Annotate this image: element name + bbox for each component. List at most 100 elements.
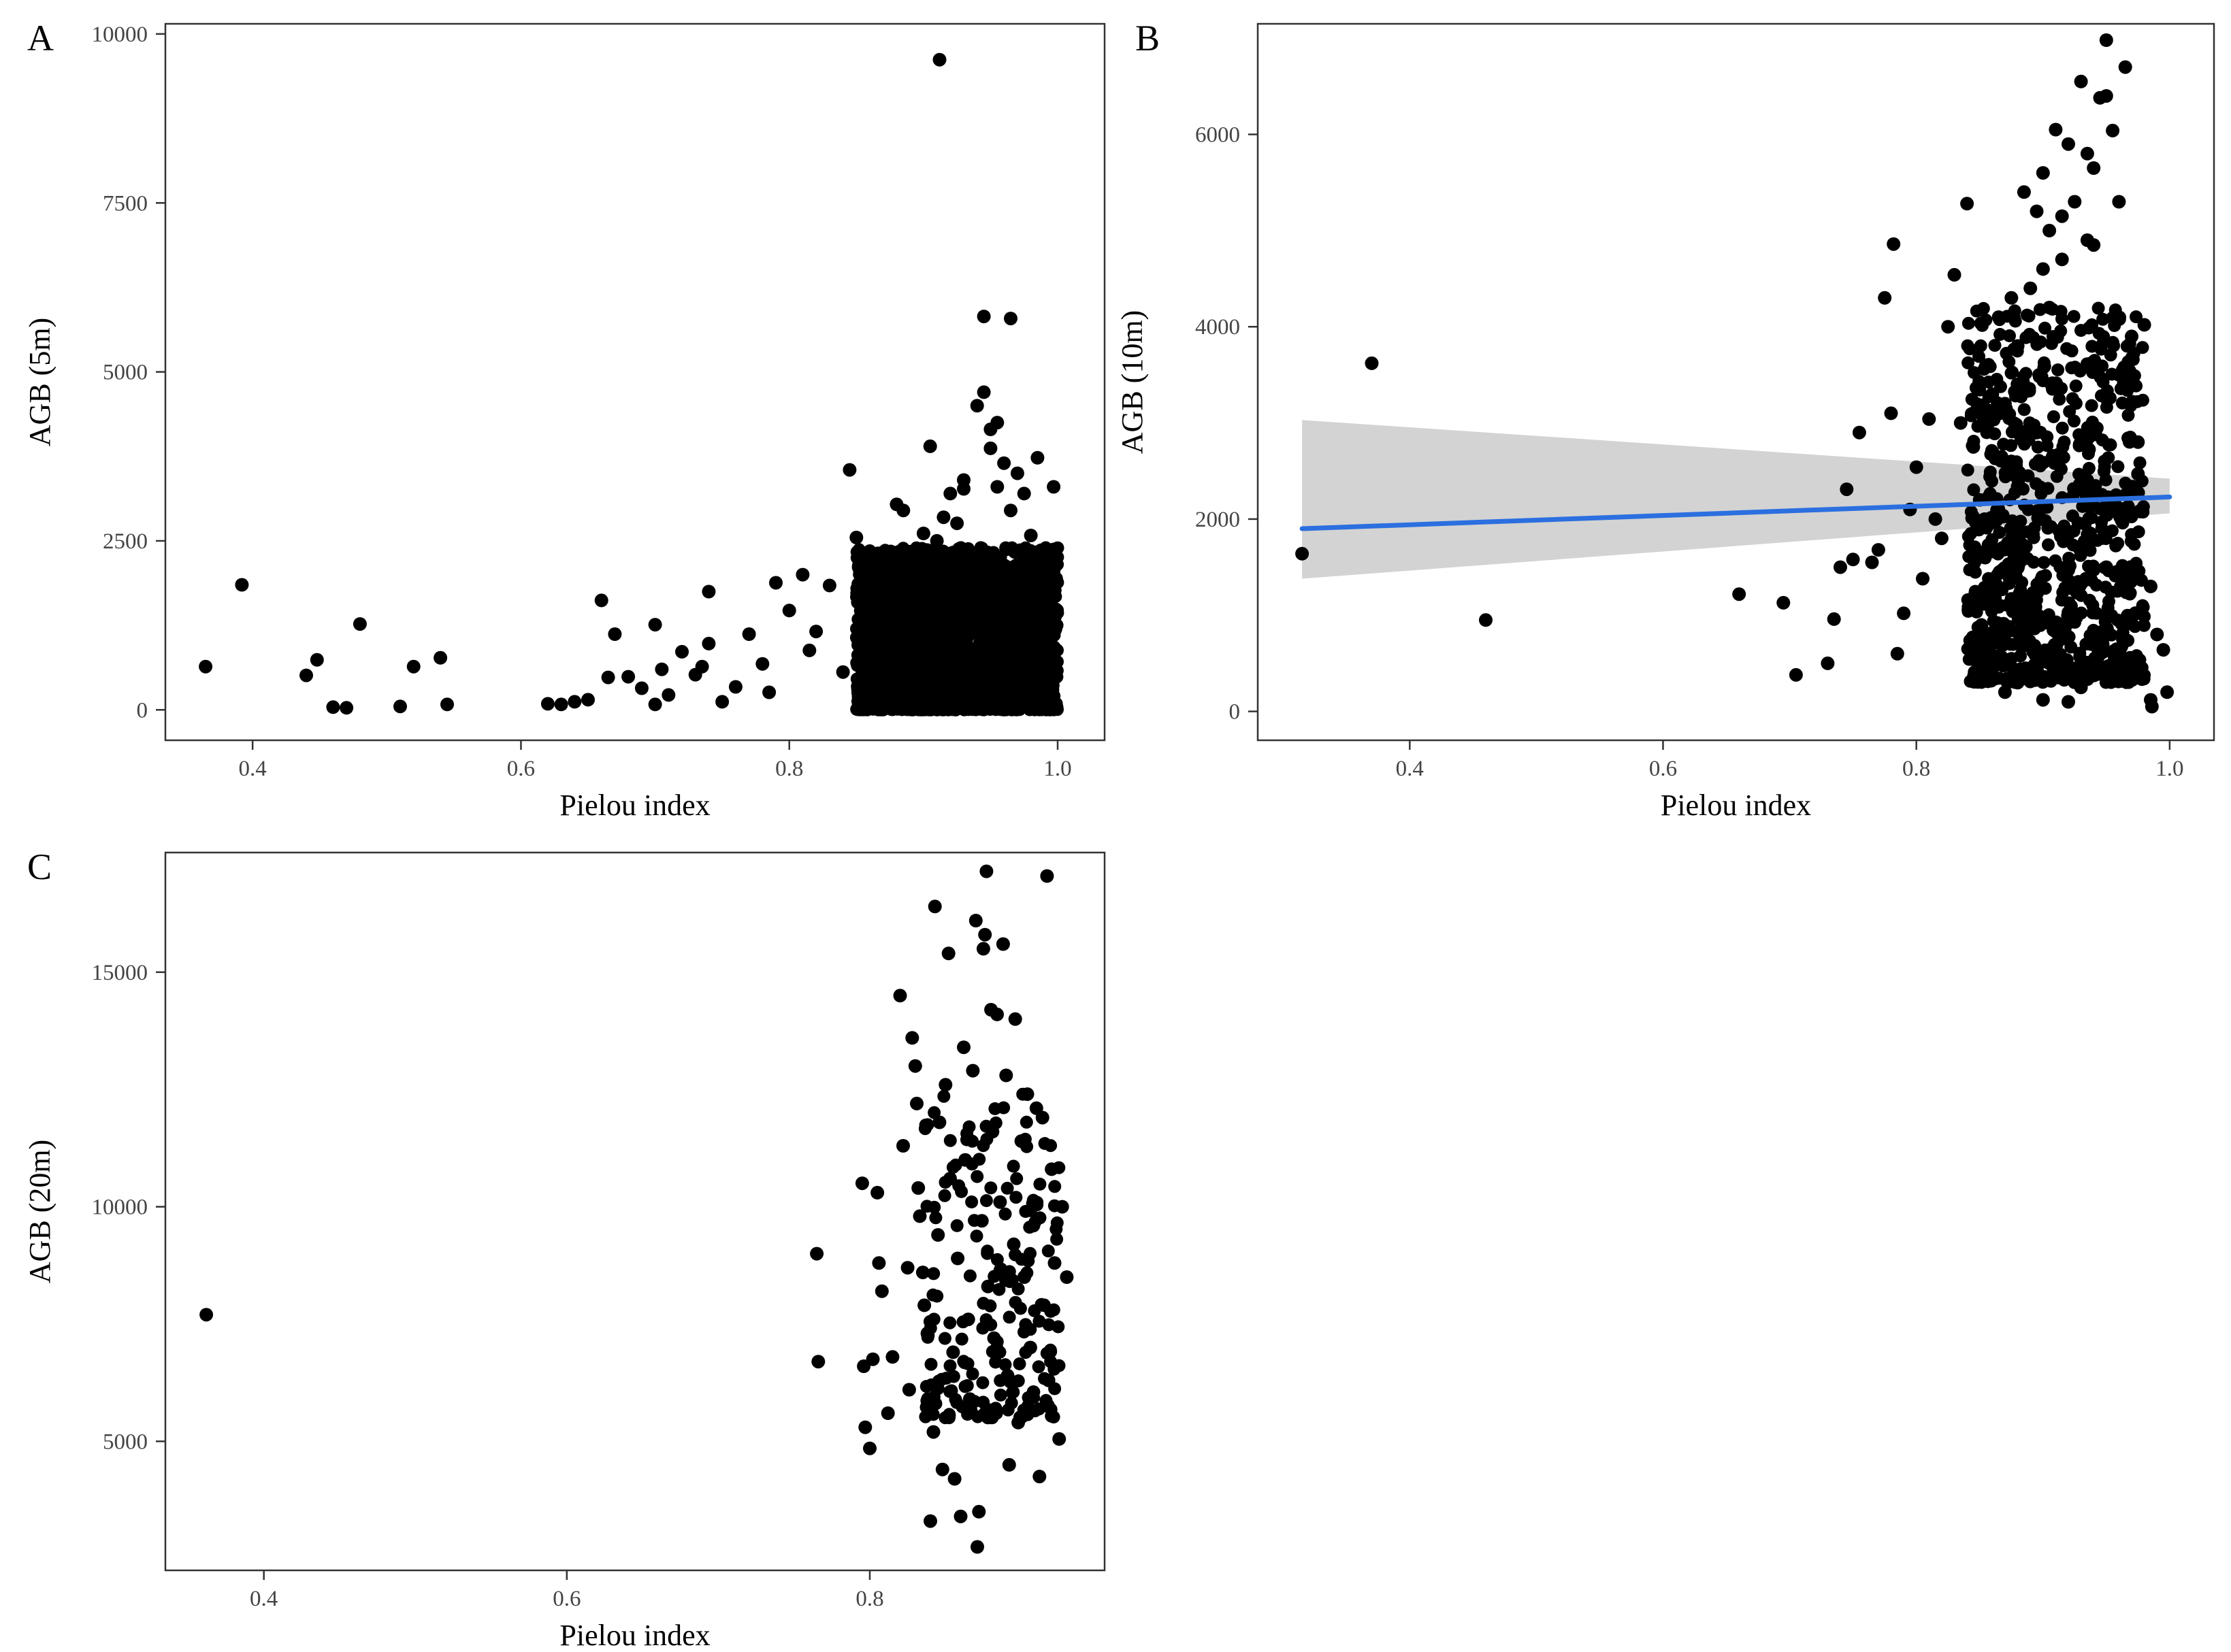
panel-c-data-point <box>881 1406 895 1420</box>
panel-c-frame <box>164 851 1106 1572</box>
panel-b-data-point <box>2004 291 2019 305</box>
panel-b-cluster-point <box>2058 581 2072 595</box>
panel-b-cluster-point <box>1964 674 1977 688</box>
panel-b-data-point <box>1840 482 1854 497</box>
panel-a-data-point <box>782 604 796 618</box>
panel-a-cluster-point <box>975 607 989 621</box>
panel-c-data-point <box>917 1298 932 1312</box>
panel-b-data-point <box>1916 572 1929 586</box>
panel-c-data-point <box>858 1420 873 1434</box>
panel-b-data-point <box>2042 301 2057 314</box>
panel-a-data-point <box>310 652 324 667</box>
panel-b-cluster-point <box>2052 524 2066 538</box>
panel-b-data-point <box>1365 356 1379 370</box>
panel-b-cluster-point <box>2028 648 2042 662</box>
panel-a-cluster-point <box>851 686 864 699</box>
panel-a-cluster-point <box>856 641 869 655</box>
panel-a-cluster-point <box>998 589 1011 603</box>
panel-c-data-point <box>863 1441 877 1455</box>
panel-c-cluster-point <box>1050 1232 1064 1246</box>
panel-c-cluster-point <box>1009 1248 1022 1261</box>
panel-b-data-point <box>1953 416 1968 430</box>
panel-c-data-point <box>1020 1087 1035 1102</box>
panel-a-cluster-point <box>1048 669 1062 682</box>
panel-b-cluster-point <box>2072 660 2085 674</box>
panel-b-data-point <box>2017 185 2031 199</box>
panel-a-cluster-point <box>964 693 977 706</box>
panel-b-data-point <box>1827 612 1841 626</box>
panel-a-data-point <box>957 482 971 496</box>
panel-a-data-point <box>648 697 662 712</box>
panel-b-data-point <box>1890 646 1904 661</box>
panel-b-data-point <box>2010 676 2025 690</box>
panel-b-y-axis-title: AGB (10m) <box>1116 310 1149 454</box>
panel-a-data-point <box>883 606 897 621</box>
panel-c-cluster-point <box>1052 1320 1065 1334</box>
panel-b-cluster-point <box>2047 618 2061 631</box>
panel-c-data-point <box>951 1251 965 1266</box>
panel-b-cluster-point <box>1991 657 2005 671</box>
panel-b-y-tick-label: 0 <box>1229 700 1241 725</box>
panel-b-cluster-point <box>2057 535 2070 548</box>
panel-a-cluster-point <box>994 640 1008 654</box>
panel-a-cluster-point <box>892 698 906 712</box>
panel-c-data-point <box>896 1139 910 1153</box>
panel-b-data-point <box>2137 318 2151 332</box>
panel-b-data-point <box>1934 531 1949 546</box>
panel-c-data-point <box>932 1115 947 1129</box>
panel-b-cluster-point <box>2049 376 2063 390</box>
panel-a-cluster-point <box>1018 668 1032 682</box>
panel-c-data-point <box>966 1063 980 1078</box>
panel-a-cluster-point <box>1043 569 1057 583</box>
panel-b-cluster-point <box>2089 578 2103 592</box>
panel-c-data-point <box>971 1540 984 1554</box>
panel-b-cluster-point <box>2109 504 2123 518</box>
panel-c-cluster-point <box>1027 1385 1041 1399</box>
panel-a-cluster-point <box>931 624 945 638</box>
panel-b-cluster-point <box>2003 329 2016 342</box>
panel-b-cluster-point <box>2067 310 2081 323</box>
panel-a-data-point <box>601 670 615 684</box>
panel-c-y-tick-label: 15000 <box>92 961 148 985</box>
panel-a-cluster-point <box>952 672 966 685</box>
panel-b-cluster-point <box>1991 616 2004 629</box>
panel-b-data-point <box>1878 291 1892 305</box>
panel-a-data-point <box>235 578 249 592</box>
panel-a-cluster-point <box>904 681 917 694</box>
panel-b-cluster-point <box>2053 561 2067 574</box>
panel-b-cluster-point <box>2128 620 2142 633</box>
panel-a-cluster-point <box>874 638 887 652</box>
panel-c-x-axis: 0.4 0.6 0.8 <box>250 1570 884 1611</box>
panel-b-cluster-point <box>2055 312 2068 326</box>
panel-a-cluster-point <box>929 554 943 567</box>
panel-b-cluster-point <box>2130 310 2143 324</box>
panel-b-cluster-point <box>1970 606 1983 618</box>
panel-c-cluster-point <box>924 1357 938 1371</box>
panel-b-cluster-point <box>1961 316 1975 330</box>
panel-a-cluster-point <box>1030 652 1044 666</box>
panel-a-cluster-point <box>903 665 917 678</box>
panel-b-data-point <box>2106 123 2120 137</box>
panel-a-data-point <box>930 533 944 548</box>
panel-b-regression-line <box>1299 494 2172 531</box>
panel-a-data-point <box>728 680 743 694</box>
panel-a-data-point <box>393 699 407 714</box>
panel-a-data-point <box>809 625 824 639</box>
panel-b-cluster-point <box>2060 653 2074 667</box>
panel-b-cluster-point <box>1964 505 1978 518</box>
panel-a-data-point <box>540 697 555 711</box>
panel-b-data-point <box>1789 667 1803 682</box>
panel-b-cluster-point <box>1967 483 1981 497</box>
panel-b-data-point <box>2160 685 2175 699</box>
panel-b-cluster-point <box>2038 360 2051 373</box>
panel-b-cluster-point <box>2055 463 2068 476</box>
panel-c-data-point <box>1032 1470 1047 1484</box>
panel-b-cluster-point <box>2074 548 2087 562</box>
panel-b-cluster-point <box>2089 479 2102 493</box>
panel-a-data-point <box>983 441 998 455</box>
panel-a-data-point <box>568 695 582 709</box>
panel-c-data-point <box>939 1078 953 1092</box>
panel-b-cluster-point <box>2095 522 2108 535</box>
panel-c-data-point <box>902 1383 916 1397</box>
panel-b-cluster-point <box>2024 615 2038 629</box>
